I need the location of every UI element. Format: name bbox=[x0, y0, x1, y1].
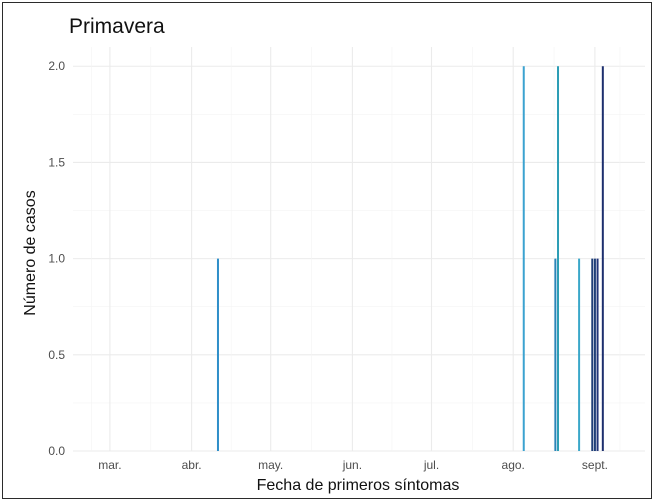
y-tick-label: 0.5 bbox=[48, 348, 65, 362]
bar bbox=[601, 66, 604, 451]
x-tick-label: jul. bbox=[423, 458, 439, 472]
y-tick-label: 0.0 bbox=[48, 444, 65, 458]
bar bbox=[593, 258, 596, 451]
x-axis-title: Fecha de primeros síntomas bbox=[257, 477, 460, 494]
bar-group bbox=[216, 66, 604, 451]
y-tick-label: 1.5 bbox=[48, 155, 65, 169]
bar bbox=[578, 258, 581, 451]
gridlines bbox=[73, 47, 645, 452]
y-tick-label: 2.0 bbox=[48, 59, 65, 73]
y-tick-labels: 0.0 0.5 1.0 1.5 2.0 bbox=[48, 59, 65, 458]
x-tick-label: jun. bbox=[342, 458, 362, 472]
bar bbox=[596, 258, 599, 451]
chart-svg: Primavera 0.0 0.5 1.0 1.5 2.0 mar. abr. may. ju… bbox=[22, 15, 645, 494]
x-tick-label: mar. bbox=[98, 458, 121, 472]
bar bbox=[557, 66, 560, 451]
bar bbox=[216, 258, 219, 451]
bar bbox=[554, 258, 557, 451]
y-axis-title: Número de casos bbox=[22, 190, 39, 315]
bar bbox=[522, 66, 525, 451]
chart-title: Primavera bbox=[69, 15, 165, 38]
x-tick-label: abr. bbox=[182, 458, 202, 472]
x-tick-label: ago. bbox=[502, 458, 525, 472]
y-tick-label: 1.0 bbox=[48, 252, 65, 266]
bar bbox=[591, 258, 594, 451]
x-tick-label: sept. bbox=[582, 458, 608, 472]
x-tick-labels: mar. abr. may. jun. jul. ago. sept. bbox=[98, 458, 608, 472]
x-tick-label: may. bbox=[258, 458, 283, 472]
